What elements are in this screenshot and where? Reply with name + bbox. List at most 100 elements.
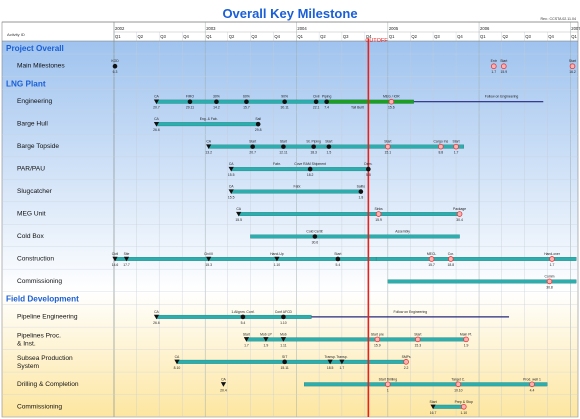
- milestone-label: Sinks: [374, 207, 383, 211]
- quarter-label: Q4: [274, 34, 280, 39]
- year-label: 2007: [571, 26, 580, 31]
- milestone-label: Start: [452, 140, 459, 144]
- milestone-label: KOD: [111, 59, 119, 63]
- milestone-label: Start: [384, 140, 391, 144]
- milestone-triangle: [220, 382, 227, 387]
- milestone-label: Site: [124, 252, 130, 256]
- milestone-label: CA: [154, 95, 159, 99]
- milestone-ring: [529, 381, 535, 388]
- milestone-label: MEG / IOR: [383, 95, 400, 99]
- milestone-date: 15.5: [228, 196, 235, 200]
- milestone-label: Comm: [545, 274, 555, 278]
- quarter-label: Q1: [571, 34, 577, 39]
- milestone-dot: [335, 256, 341, 262]
- milestone-dot: [281, 314, 286, 320]
- quarter-label: Q4: [183, 34, 189, 39]
- milestone-date: 1.9: [264, 343, 269, 347]
- task-bar: [250, 234, 460, 239]
- row-label: Drilling & Completion: [17, 381, 79, 388]
- quarter-label: Q1: [115, 34, 121, 39]
- milestone-dot: [282, 359, 287, 365]
- milestone-dot: [282, 99, 287, 104]
- milestone-label: Fabr.: [294, 185, 302, 189]
- milestone-label: Piping: [322, 95, 332, 99]
- milestone-dot: [281, 144, 286, 149]
- milestone-triangle: [327, 359, 333, 365]
- milestone-label: 60%: [243, 95, 250, 99]
- chart-title: Overall Key Milestone: [222, 6, 357, 21]
- milestone-date: 22.1: [313, 106, 320, 110]
- milestone-date: 14.2: [213, 106, 220, 110]
- milestone-ring: [428, 256, 435, 262]
- milestone-triangle: [153, 99, 160, 105]
- milestone-label: SMPs: [402, 355, 411, 359]
- milestone-label: CA: [206, 140, 211, 144]
- milestone-date: 6.3: [113, 70, 118, 74]
- milestone-date: 18.2: [307, 173, 314, 177]
- milestone-dot: [187, 99, 193, 104]
- milestone-ring: [463, 336, 469, 343]
- milestone-date: 15.9: [500, 70, 507, 74]
- row-label: Barge Topside: [17, 143, 59, 150]
- milestone-dot: [358, 189, 364, 194]
- milestone-triangle: [123, 256, 130, 262]
- milestone-label: Start: [243, 332, 250, 336]
- milestone-date: 17.7: [123, 263, 130, 267]
- task-bar: [231, 189, 362, 194]
- milestone-label: Eng. & Fab.: [200, 117, 218, 121]
- milestone-label: CA: [221, 377, 226, 381]
- year-label: 2003: [206, 26, 216, 31]
- milestone-date: 1.7: [491, 70, 496, 74]
- milestone-date: 8.10: [174, 366, 181, 370]
- quarter-label: Q3: [160, 34, 166, 39]
- milestone-dot: [244, 99, 249, 104]
- milestone-ring: [453, 143, 459, 150]
- field-band: [2, 291, 578, 417]
- section-label: LNG Plant: [6, 79, 46, 88]
- milestone-date: 1: [387, 388, 389, 392]
- year-label: 2005: [389, 26, 399, 31]
- task-bar: [238, 212, 460, 216]
- milestone-dot: [312, 234, 318, 239]
- milestone-dot: [112, 63, 118, 69]
- milestone-date: 29.8: [255, 128, 262, 132]
- milestone-dot: [307, 166, 313, 172]
- milestone-date: 1.7: [454, 151, 459, 155]
- milestone-ring: [455, 381, 462, 388]
- milestone-date: 20.7: [153, 106, 160, 110]
- milestone-date: 26.6: [153, 321, 160, 325]
- milestone-label: Sail: [255, 117, 261, 121]
- milestone-ring: [448, 256, 454, 262]
- task-bar: [208, 144, 464, 149]
- milestone-label: Start: [569, 59, 576, 63]
- milestone-date: 12.11: [279, 151, 287, 155]
- milestone-date: 16.7: [430, 411, 437, 415]
- task-bar: [432, 404, 464, 409]
- task-bar: [375, 257, 577, 261]
- row-label: MEG Unit: [17, 211, 46, 218]
- milestone-label: CA: [154, 310, 159, 314]
- milestone-label: 90%: [281, 95, 288, 99]
- milestone-date: 15.5: [235, 218, 242, 222]
- milestone-triangle: [228, 166, 234, 172]
- milestone-date: 8.8: [438, 151, 443, 155]
- row-label: Construction: [17, 255, 54, 262]
- milestone-triangle: [174, 359, 180, 365]
- row-label: System: [17, 363, 39, 370]
- task-bars: [114, 99, 577, 409]
- milestone-date: 18.8: [448, 263, 455, 267]
- milestone-date: 1.7: [340, 366, 345, 370]
- task-bar: [387, 279, 577, 284]
- milestone-date: 1.11: [280, 343, 286, 347]
- milestone-date: 7.4: [324, 106, 329, 110]
- quarter-label: Q3: [525, 34, 531, 39]
- milestone-date: 15.3: [415, 343, 422, 347]
- row-label: Commissioning: [17, 278, 62, 285]
- milestone-dot: [240, 314, 246, 320]
- milestone-ring: [403, 359, 409, 365]
- milestone-date: 15.7: [243, 106, 250, 110]
- milestone-ring: [415, 336, 421, 343]
- milestone-date: 20.7: [249, 151, 256, 155]
- milestone-label: Civil: [112, 252, 119, 256]
